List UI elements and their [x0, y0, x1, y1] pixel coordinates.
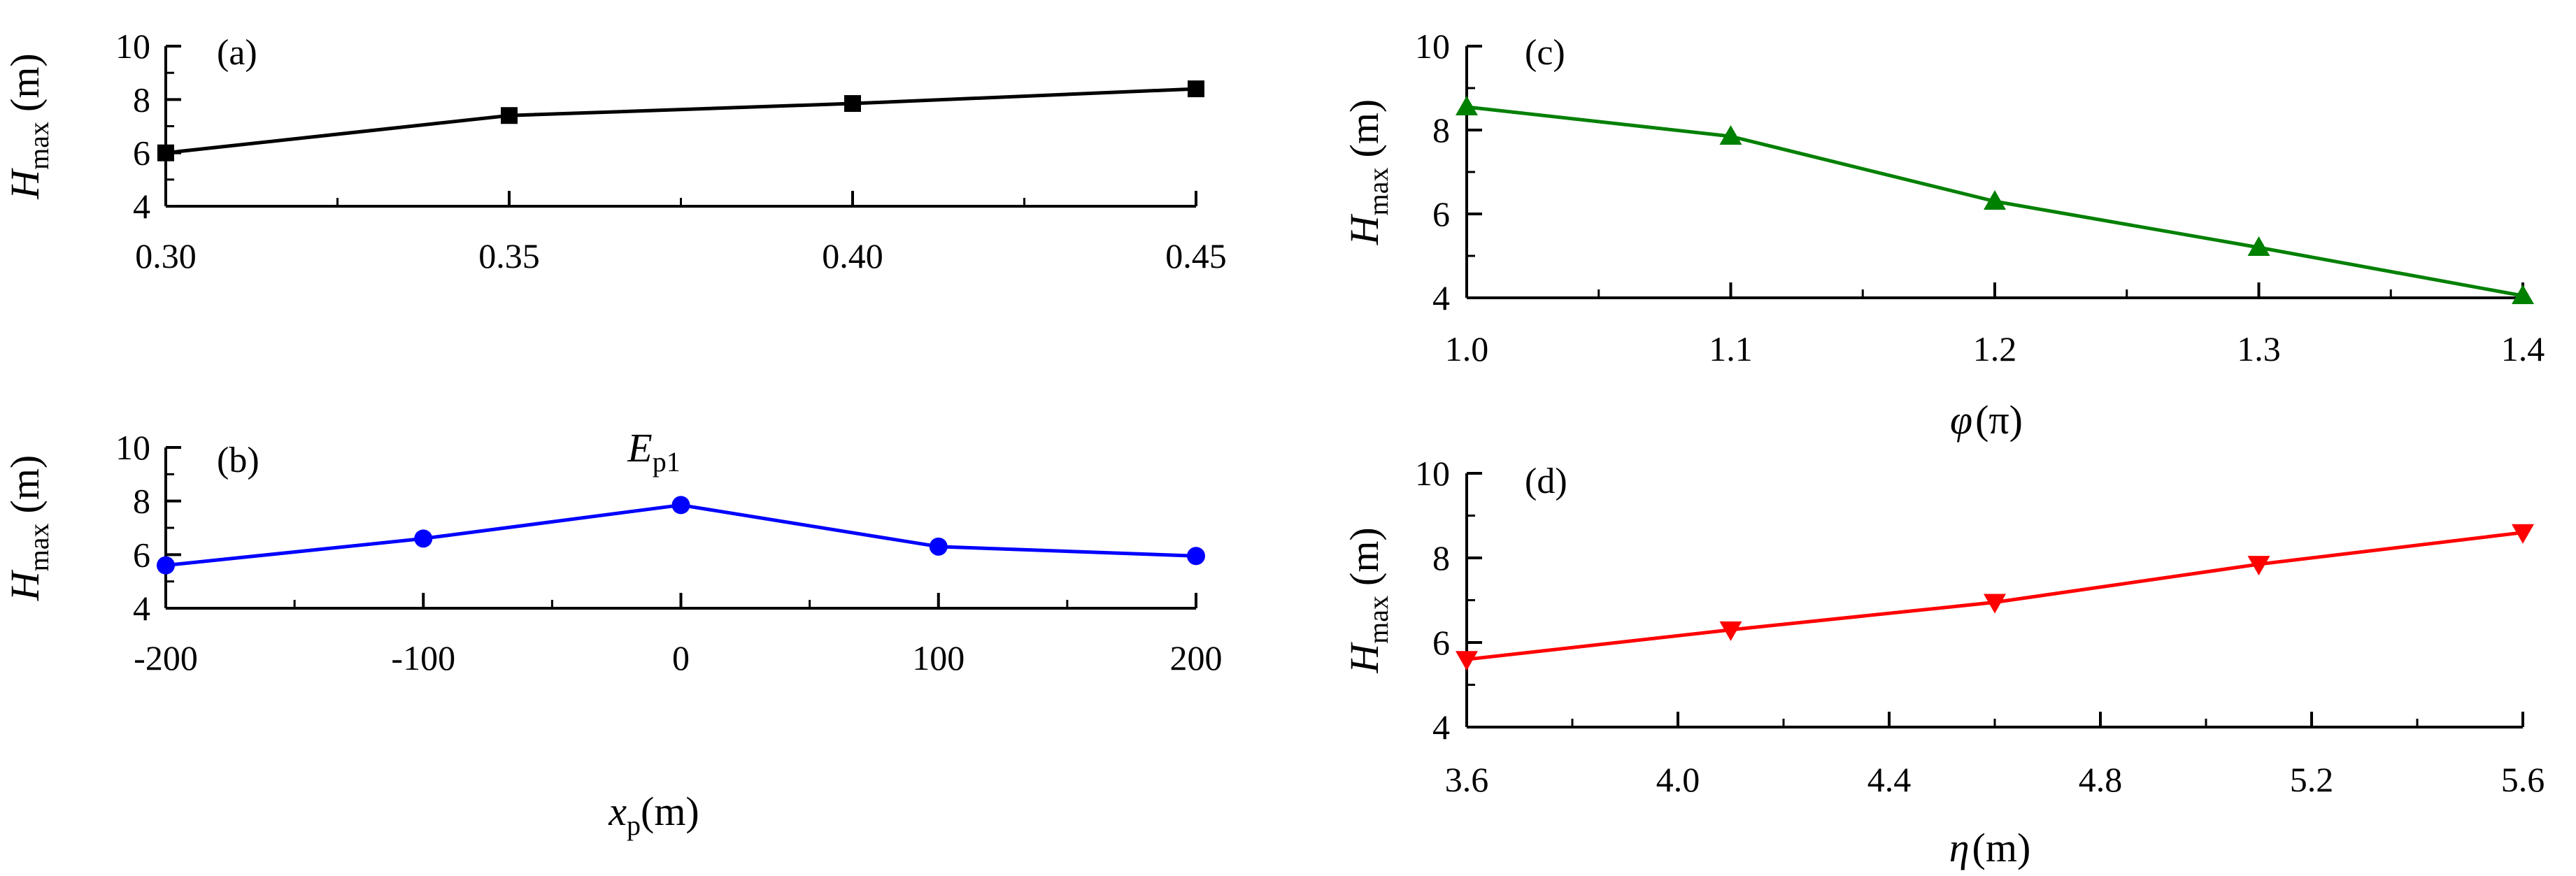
data-point-a-4 [1188, 80, 1204, 98]
x-axis-label-unit: (m) [1972, 825, 2031, 870]
x-tick-label: 1.3 [2237, 329, 2281, 368]
y-axis-label-symbol: H [2, 569, 48, 601]
y-axis-label: Hmax (m) [2, 455, 55, 602]
data-point-d-4 [2247, 556, 2270, 576]
data-point-b-1 [157, 556, 175, 575]
x-tick-label: 1.1 [1709, 329, 1753, 368]
x-axis-label-subscript: p [627, 810, 641, 841]
y-axis-label-unit: (m) [2, 455, 48, 514]
x-tick-label: 200 [1170, 638, 1223, 677]
data-point-b-4 [929, 537, 948, 556]
x-axis-label: xp(m) [608, 789, 699, 841]
data-point-d-3 [1984, 594, 2006, 614]
x-tick-label: 1.4 [2501, 329, 2545, 368]
data-point-b-3 [671, 496, 690, 515]
x-tick-label: 4.0 [1656, 760, 1700, 799]
data-point-c-3 [1984, 190, 2006, 210]
y-axis-label-unit: (m) [2, 53, 48, 112]
y-tick-label: 6 [133, 535, 150, 574]
x-tick-label: 5.2 [2290, 760, 2334, 799]
series-line [165, 87, 1197, 155]
y-axis-label-symbol: H [1342, 642, 1387, 674]
x-tick-label: 0.35 [478, 236, 540, 275]
y-axis-label-unit: (m) [1342, 527, 1387, 586]
y-axis-label-subscript: max [23, 523, 55, 571]
data-point-a-3 [844, 95, 861, 113]
x-axis-label-symbol: x [608, 789, 627, 834]
data-point-c-5 [2512, 285, 2534, 304]
panel-label: (d) [1525, 461, 1567, 501]
y-axis-label-symbol: H [2, 168, 48, 200]
x-axis-label: Ep1 [627, 425, 680, 478]
x-axis-label-subscript: p1 [653, 446, 681, 478]
y-tick-label: 8 [133, 482, 150, 521]
y-tick-label: 4 [1432, 278, 1450, 317]
data-point-b-2 [414, 529, 433, 548]
x-tick-label: 0 [672, 638, 690, 677]
y-axis-label-subscript: max [1362, 596, 1394, 644]
x-tick-label: 5.6 [2501, 760, 2545, 799]
x-axis-label-unit: (m) [641, 789, 699, 834]
x-axis-label-symbol: E [627, 425, 652, 471]
x-tick-label: 4.4 [1867, 760, 1912, 799]
x-tick-label: 1.0 [1445, 329, 1489, 368]
x-tick-label: 4.8 [2079, 760, 2123, 799]
y-tick-label: 10 [115, 27, 150, 66]
panel-c: 1.0 1.1 1.2 1.3 1.4 4 6 8 10 (c) Hmax (m) φ(π) [1342, 27, 2545, 443]
y-axis-label: Hmax (m) [1342, 527, 1394, 674]
y-tick-label: 10 [1415, 27, 1450, 66]
y-axis-label-unit: (m) [1342, 99, 1387, 158]
x-tick-label: 0.30 [135, 236, 197, 275]
x-axis-label: η(m) [1949, 825, 2031, 870]
x-tick-label: -100 [391, 638, 455, 677]
y-tick-label: 10 [1415, 454, 1450, 493]
panel-label: (b) [217, 440, 259, 480]
x-tick-label: 0.40 [822, 236, 883, 275]
y-axis-label: Hmax (m) [1342, 99, 1394, 246]
x-tick-label: -200 [134, 638, 198, 677]
panel-label: (a) [217, 33, 257, 73]
x-axis-label-symbol: η [1949, 825, 1970, 870]
y-tick-label: 4 [133, 187, 150, 226]
x-axis-label-unit: (π) [1975, 397, 2023, 443]
y-tick-label: 6 [1432, 623, 1450, 662]
panel-a: 0.30 0.35 0.40 0.45 4 6 8 10 (a) Hmax (m) Ep1 [2, 27, 1227, 478]
y-axis-label-subscript: max [1362, 167, 1394, 215]
y-tick-label: 8 [133, 80, 150, 119]
data-point-d-2 [1719, 621, 1742, 641]
data-point-b-5 [1187, 547, 1205, 566]
data-point-a-1 [157, 144, 174, 161]
y-axis-label-subscript: max [23, 122, 55, 170]
x-tick-label: 1.2 [1973, 329, 2017, 368]
x-axis-label: φ(π) [1950, 397, 2023, 443]
y-tick-label: 4 [133, 589, 150, 628]
y-tick-label: 10 [115, 428, 150, 467]
x-tick-label: 100 [912, 638, 965, 677]
data-point-c-1 [1456, 96, 1478, 115]
data-point-c-4 [2247, 236, 2270, 256]
data-point-c-2 [1719, 125, 1742, 145]
y-tick-label: 8 [1432, 538, 1450, 577]
data-point-d-1 [1456, 651, 1478, 671]
y-axis-label-symbol: H [1342, 213, 1387, 245]
data-point-a-2 [501, 107, 518, 124]
y-tick-label: 8 [1432, 110, 1450, 150]
panel-label: (c) [1525, 33, 1565, 73]
y-tick-label: 6 [133, 134, 150, 173]
data-point-d-5 [2512, 524, 2534, 544]
y-axis-label: Hmax (m) [2, 53, 55, 200]
x-axis-label-symbol: φ [1950, 397, 1972, 443]
x-tick-label: 3.6 [1445, 760, 1489, 799]
y-tick-label: 4 [1432, 708, 1450, 747]
y-tick-label: 6 [1432, 194, 1450, 234]
x-tick-label: 0.45 [1165, 236, 1227, 275]
